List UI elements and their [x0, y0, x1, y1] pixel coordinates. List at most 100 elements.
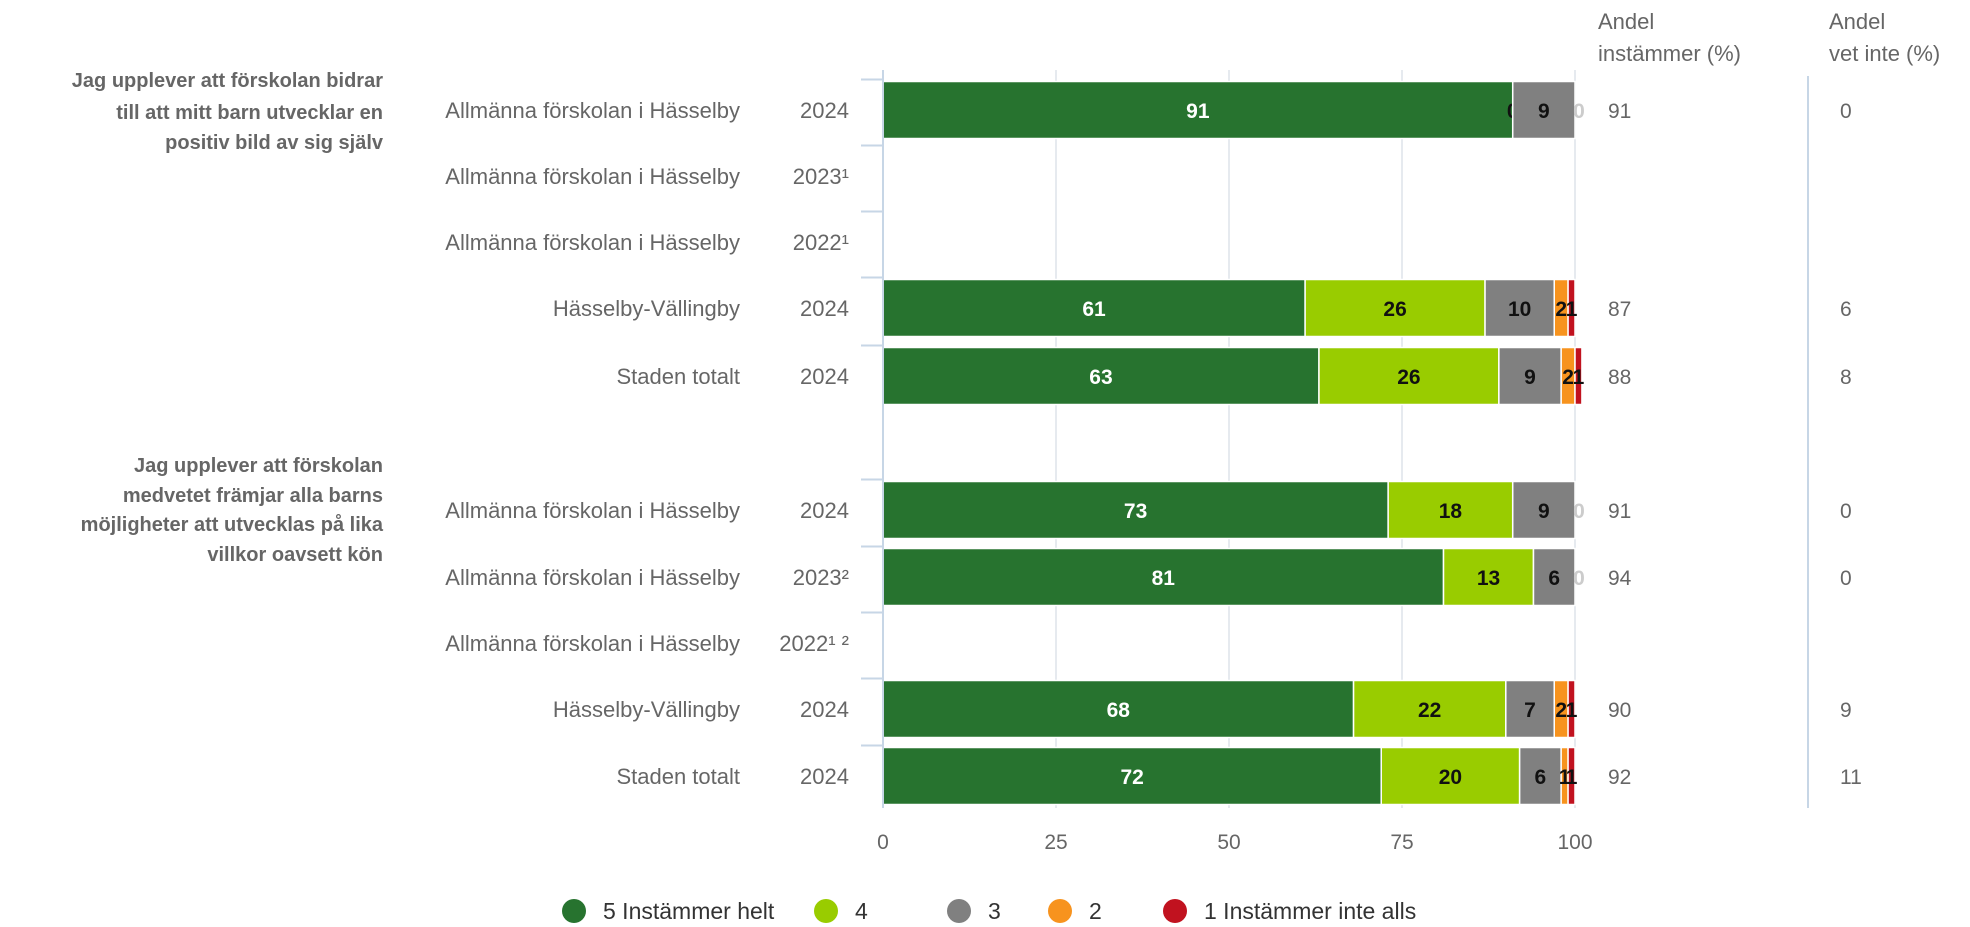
bar-value-label: 1 [1573, 366, 1585, 389]
legend-marker [1048, 899, 1072, 923]
row-year-label: 2023² [793, 565, 849, 590]
bar-value-label: 2 [1555, 699, 1567, 722]
share-agree-header-line1: Andel [1598, 9, 1654, 34]
share-agree-value: 91 [1608, 100, 1631, 123]
bar-value-label: 9 [1538, 500, 1550, 523]
bar-value-label: 63 [1089, 366, 1112, 389]
question-label-line: positiv bild av sig själv [165, 132, 384, 154]
share-agree-header-line2: instämmer (%) [1598, 41, 1741, 66]
bar-area: 9109061261021632692173189081136068227217… [882, 80, 1585, 806]
bar-segment [1505, 679, 1555, 739]
bar-segment [1484, 278, 1555, 338]
bar-segment [882, 547, 1445, 607]
question-label-line: till att mitt barn utvecklar en [116, 102, 383, 124]
row-year-label: 2024 [800, 764, 849, 789]
share-agree-value: 87 [1608, 298, 1631, 321]
row-unit-label: Allmänna förskolan i Hässelby [445, 164, 740, 189]
legend-marker [1163, 899, 1187, 923]
bar-segment [882, 346, 1320, 406]
legend-marker [562, 899, 586, 923]
row-unit-label: Allmänna förskolan i Hässelby [445, 498, 740, 523]
row-year-label: 2024 [800, 364, 849, 389]
question-label-line: Jag upplever att förskolan [134, 455, 383, 477]
share-agree-value: 94 [1608, 567, 1632, 590]
share-dont-know-value: 0 [1840, 100, 1852, 123]
bar-value-label: 6 [1535, 766, 1547, 789]
bar-value-label: 0 [1573, 100, 1585, 123]
bar-value-label: 22 [1418, 699, 1441, 722]
row-unit-label: Staden totalt [616, 764, 740, 789]
bar-value-label: 61 [1082, 298, 1106, 321]
bar-value-label: 1 [1566, 766, 1578, 789]
legend-label: 4 [855, 898, 868, 924]
bar-value-label: 18 [1439, 500, 1463, 523]
bar-segment [1567, 746, 1576, 806]
row-unit-label: Allmänna förskolan i Hässelby [445, 631, 740, 656]
row-year-label: 2023¹ [793, 164, 849, 189]
bar-value-label: 0 [1573, 500, 1585, 523]
bar-value-label: 10 [1508, 298, 1531, 321]
legend-label: 3 [988, 898, 1001, 924]
bar-segment [882, 679, 1355, 739]
x-tick-label: 0 [877, 831, 889, 854]
share-dont-know-header-line2: vet inte (%) [1829, 41, 1940, 66]
bar-value-label: 9 [1538, 100, 1550, 123]
bar-segment [1498, 346, 1562, 406]
legend-marker [947, 899, 971, 923]
bar-segment [882, 480, 1389, 540]
bar-value-label: 72 [1120, 766, 1143, 789]
bar-value-label: 91 [1186, 100, 1210, 123]
bar-value-label: 0 [1573, 567, 1585, 590]
bar-value-label: 7 [1524, 699, 1536, 722]
bar-segment [1518, 746, 1562, 806]
question-label-line: medvetet främjar alla barns [123, 485, 383, 507]
x-tick-label: 100 [1557, 831, 1592, 854]
x-tick-label: 25 [1044, 831, 1067, 854]
share-agree-value: 91 [1608, 500, 1631, 523]
bar-segment [1567, 278, 1576, 338]
row-unit-label: Allmänna förskolan i Hässelby [445, 230, 740, 255]
bar-value-label: 2 [1562, 366, 1574, 389]
share-columns: Andel instämmer (%) Andel vet inte (%) [1598, 9, 1940, 808]
x-tick-label: 50 [1217, 831, 1240, 854]
bar-segment [1567, 679, 1576, 739]
share-dont-know-header-line1: Andel [1829, 9, 1885, 34]
share-agree-value: 90 [1608, 699, 1631, 722]
bar-value-label: 81 [1152, 567, 1176, 590]
bar-value-label: 73 [1124, 500, 1147, 523]
share-agree-value: 88 [1608, 366, 1631, 389]
question-label-line: Jag upplever att förskolan bidrar [72, 70, 383, 92]
row-unit-label: Allmänna förskolan i Hässelby [445, 565, 740, 590]
row-year-label: 2024 [800, 498, 849, 523]
bar-segment [1511, 80, 1576, 140]
bar-value-label: 9 [1524, 366, 1536, 389]
row-year-label: 2024 [800, 98, 849, 123]
share-dont-know-value: 8 [1840, 366, 1852, 389]
bar-segment [1380, 746, 1521, 806]
bar-value-label: 2 [1555, 298, 1567, 321]
bar-value-label: 6 [1548, 567, 1560, 590]
bar-segment [1532, 547, 1576, 607]
row-unit-label: Hässelby-Vällingby [553, 296, 740, 321]
legend-marker [814, 899, 838, 923]
bar-segment [1574, 346, 1583, 406]
legend-label: 5 Instämmer helt [603, 898, 775, 924]
bar-value-label: 26 [1383, 298, 1406, 321]
share-dont-know-value: 11 [1840, 766, 1862, 789]
row-unit-label: Staden totalt [616, 364, 740, 389]
bar-value-label: 13 [1477, 567, 1500, 590]
row-year-label: 2022¹ [793, 230, 849, 255]
share-agree-value: 92 [1608, 766, 1631, 789]
share-dont-know-value: 6 [1840, 298, 1852, 321]
row-year-label: 2024 [800, 697, 849, 722]
bar-value-label: 20 [1439, 766, 1462, 789]
row-year-label: 2022¹ ² [779, 631, 849, 656]
bar-value-label: 1 [1566, 699, 1578, 722]
bar-segment [1352, 679, 1507, 739]
bar-segment [1387, 480, 1514, 540]
row-labels: Allmänna förskolan i Hässelby 2024 91 0Allm… [445, 98, 1862, 789]
row-unit-label: Hässelby-Vällingby [553, 697, 740, 722]
bar-value-label: 26 [1397, 366, 1420, 389]
share-dont-know-value: 0 [1840, 567, 1852, 590]
